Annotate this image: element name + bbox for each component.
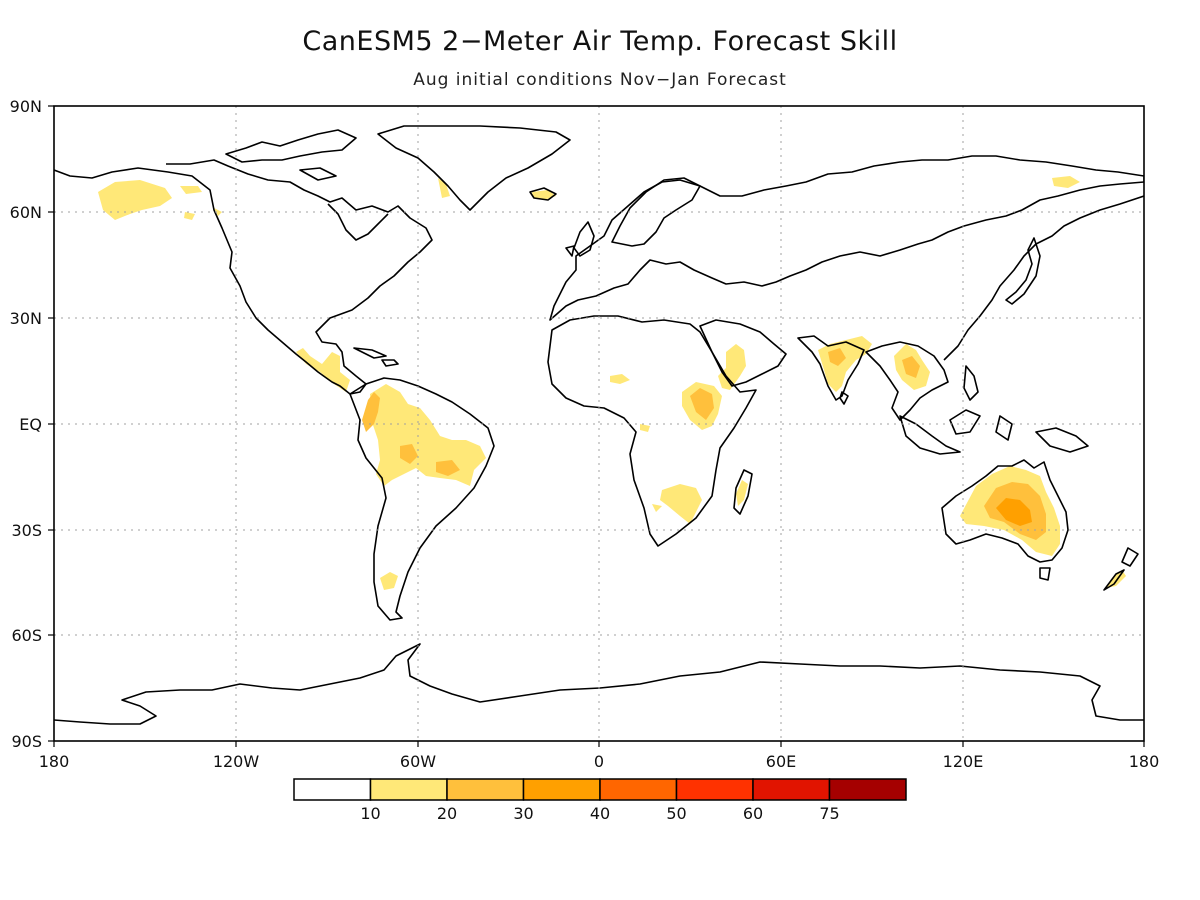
colorbar-label: 20 xyxy=(437,804,457,823)
coast-cuba xyxy=(353,347,399,367)
lat-label-eq: EQ xyxy=(19,415,42,434)
skill-region-arabia xyxy=(718,344,746,390)
colorbar-swatch xyxy=(293,778,372,801)
map-subtitle: Aug initial conditions Nov−Jan Forecast xyxy=(413,70,787,90)
colorbar-swatch xyxy=(828,778,907,801)
skill-region-greenland-east xyxy=(438,178,450,198)
colorbar-label: 30 xyxy=(513,804,533,823)
colorbar-swatch xyxy=(599,778,678,801)
coastlines xyxy=(54,125,1144,725)
coast-north-america xyxy=(54,159,433,395)
graticule xyxy=(54,106,1144,741)
coast-philippines xyxy=(963,365,979,401)
coast-antarctica xyxy=(54,643,1144,725)
skill-region-india xyxy=(818,336,872,392)
skill-region-alaska xyxy=(98,180,172,220)
coast-arctic-islands xyxy=(225,129,357,181)
map-title: CanESM5 2−Meter Air Temp. Forecast Skill xyxy=(302,26,898,57)
colorbar-label: 10 xyxy=(360,804,380,823)
colorbar-swatch xyxy=(522,778,601,801)
coast-iceland xyxy=(529,187,557,201)
skill-region-australia-core xyxy=(996,498,1032,526)
coast-africa xyxy=(547,315,757,547)
coast-britain xyxy=(565,221,595,257)
colorbar-swatch xyxy=(675,778,754,801)
skill-region-west-africa xyxy=(610,374,650,432)
skill-region-argentina xyxy=(380,572,398,590)
lat-label-60n: 60N xyxy=(10,203,42,222)
lon-label-180w: 180 xyxy=(39,752,70,771)
colorbar-swatch xyxy=(369,778,448,801)
skill-region-siberia-ne xyxy=(1052,176,1080,188)
lon-label-60w: 60W xyxy=(400,752,436,771)
skill-region-east-africa-core xyxy=(690,388,714,420)
coast-japan xyxy=(1005,237,1041,305)
lon-label-120e: 120E xyxy=(943,752,984,771)
skill-region-alaska-south xyxy=(180,186,222,220)
latitude-labels: 90N 60N 30N EQ 30S 60S 90S xyxy=(10,97,42,751)
lon-label-180e: 180 xyxy=(1129,752,1160,771)
skill-region-india-core xyxy=(828,348,846,366)
coast-hudson-bay xyxy=(327,203,389,241)
coast-australia xyxy=(941,459,1069,581)
skill-region-madagascar xyxy=(736,480,748,506)
lat-label-90n: 90N xyxy=(10,97,42,116)
skill-region-south-america xyxy=(370,384,486,486)
lon-label-60e: 60E xyxy=(766,752,796,771)
lat-label-30n: 30N xyxy=(10,309,42,328)
coast-arabia xyxy=(699,319,787,387)
lat-label-90s: 90S xyxy=(11,732,42,751)
coast-south-america xyxy=(349,377,495,621)
coast-scandinavia xyxy=(611,177,701,247)
skill-region-amazon-core xyxy=(400,444,460,476)
lat-label-60s: 60S xyxy=(11,626,42,645)
skill-region-mexico xyxy=(296,348,350,392)
skill-region-south-america-west xyxy=(362,392,380,432)
skill-region-indochina-core xyxy=(902,356,920,378)
coast-indonesia xyxy=(899,409,1089,455)
coast-madagascar xyxy=(733,469,753,515)
axis-ticks xyxy=(48,105,1145,747)
longitude-labels: 180 120W 60W 0 60E 120E 180 xyxy=(39,752,1160,771)
colorbar-label: 50 xyxy=(666,804,686,823)
lat-label-30s: 30S xyxy=(11,521,42,540)
colorbar-swatch xyxy=(446,778,525,801)
colorbar-label: 60 xyxy=(743,804,763,823)
skill-region-iceland xyxy=(532,190,556,200)
coast-greenland xyxy=(377,125,571,211)
colorbar-label: 75 xyxy=(819,804,839,823)
colorbar-swatch xyxy=(752,778,831,801)
colorbar: 10 20 30 40 50 60 75 xyxy=(293,778,907,823)
skill-region-southern-africa xyxy=(652,484,702,524)
coast-india xyxy=(797,335,865,405)
coast-new-zealand xyxy=(1103,547,1139,591)
coast-china-east xyxy=(943,195,1144,361)
colorbar-label: 40 xyxy=(590,804,610,823)
coast-europe-asia xyxy=(549,155,1144,321)
coast-southeast-asia xyxy=(865,341,949,421)
lon-label-120w: 120W xyxy=(213,752,260,771)
lon-label-0: 0 xyxy=(594,752,604,771)
